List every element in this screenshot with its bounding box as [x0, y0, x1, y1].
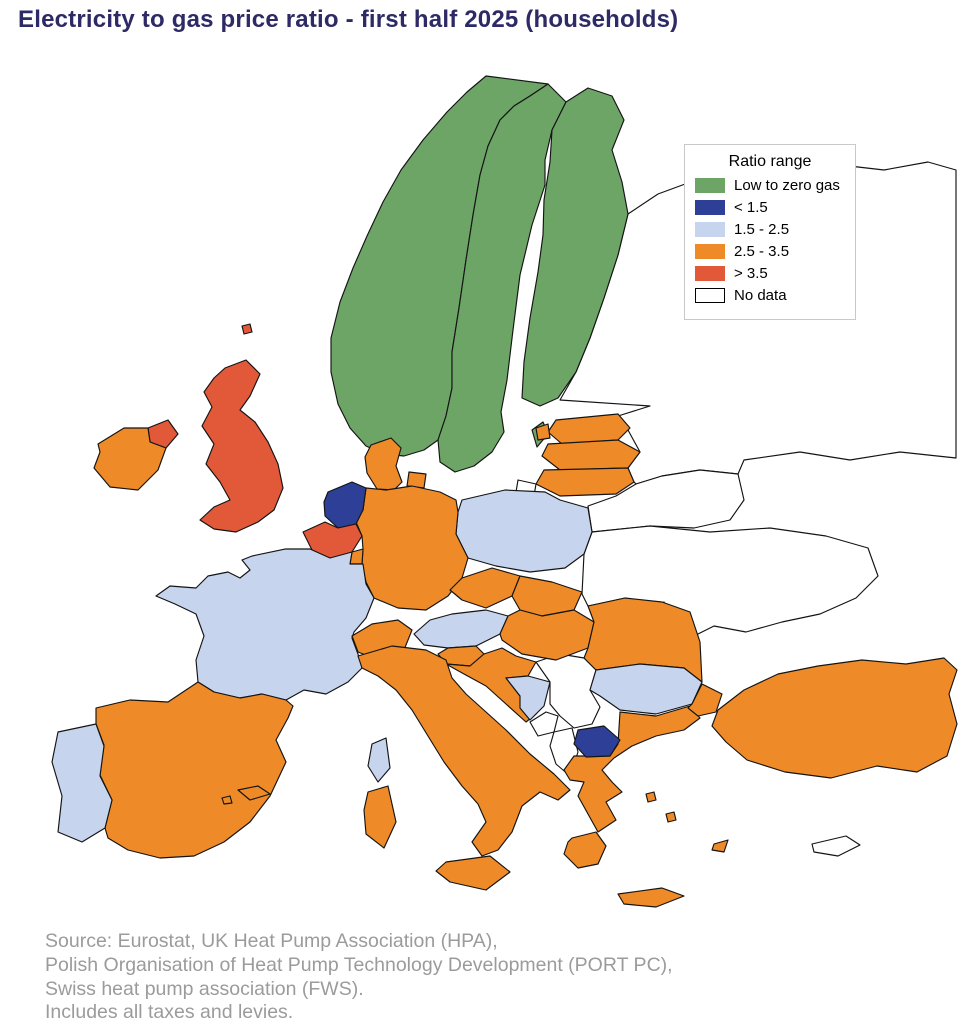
country-greece — [563, 705, 729, 908]
country-hungary — [499, 609, 595, 661]
country-lithuania — [535, 467, 635, 497]
legend-item-low-to-zero-gas: Low to zero gas — [695, 177, 845, 194]
legend-label: No data — [734, 287, 787, 304]
country-estonia — [535, 413, 631, 445]
legend-label: > 3.5 — [734, 265, 768, 282]
swatch-2-5-3-5 — [695, 244, 725, 259]
legend-title: Ratio range — [728, 153, 812, 170]
country-north-macedonia — [573, 725, 621, 758]
country-france — [155, 548, 391, 783]
country-united-kingdom — [147, 323, 284, 533]
swatch-gt-3-5 — [695, 266, 725, 281]
source-line-3: Swiss heat pump association (FWS). — [45, 977, 364, 1000]
source-line-1: Source: Eurostat, UK Heat Pump Associati… — [45, 930, 498, 952]
swatch-no-data — [695, 288, 725, 303]
legend-item-1-5-2-5: 1.5 - 2.5 — [695, 221, 845, 238]
swatch-low-to-zero-gas — [695, 178, 725, 193]
legend-label: 2.5 - 3.5 — [734, 243, 790, 260]
country-turkiye — [687, 657, 958, 779]
country-italy — [357, 645, 571, 891]
country-austria — [413, 609, 509, 649]
source-line-2: Polish Organisation of Heat Pump Technol… — [45, 953, 673, 976]
country-serbia — [535, 653, 601, 729]
country-finland — [521, 87, 629, 407]
country-montenegro — [529, 711, 559, 737]
country-czechia — [449, 567, 521, 609]
country-ireland — [93, 427, 167, 491]
legend-item-no-data: No data — [695, 287, 845, 304]
country-cyprus — [811, 835, 861, 857]
country-bulgaria — [589, 663, 703, 715]
swatch-lt-1-5 — [695, 200, 725, 215]
legend-label: Low to zero gas — [734, 177, 840, 194]
legend-item-lt-1-5: < 1.5 — [695, 199, 845, 216]
country-spain — [95, 681, 294, 859]
country-denmark — [364, 437, 427, 491]
swatch-1-5-2-5 — [695, 222, 725, 237]
chart-title: Electricity to gas price ratio - first h… — [18, 6, 679, 33]
legend-item-gt-3-5: > 3.5 — [695, 265, 845, 282]
country-poland — [455, 489, 593, 573]
country-germany — [355, 485, 469, 611]
country-portugal — [51, 723, 113, 843]
legend-label: 1.5 - 2.5 — [734, 221, 790, 238]
legend: Ratio range Low to zero gas < 1.5 1.5 - … — [684, 144, 856, 320]
country-bosnia-and-herzegovina — [505, 675, 551, 721]
legend-item-2-5-3-5: 2.5 - 3.5 — [695, 243, 845, 260]
source-note: Source: Eurostat, UK Heat Pump Associati… — [45, 930, 673, 1025]
legend-label: < 1.5 — [734, 199, 768, 216]
country-latvia — [541, 439, 641, 471]
source-line-4: Includes all taxes and levies. — [45, 1001, 294, 1024]
